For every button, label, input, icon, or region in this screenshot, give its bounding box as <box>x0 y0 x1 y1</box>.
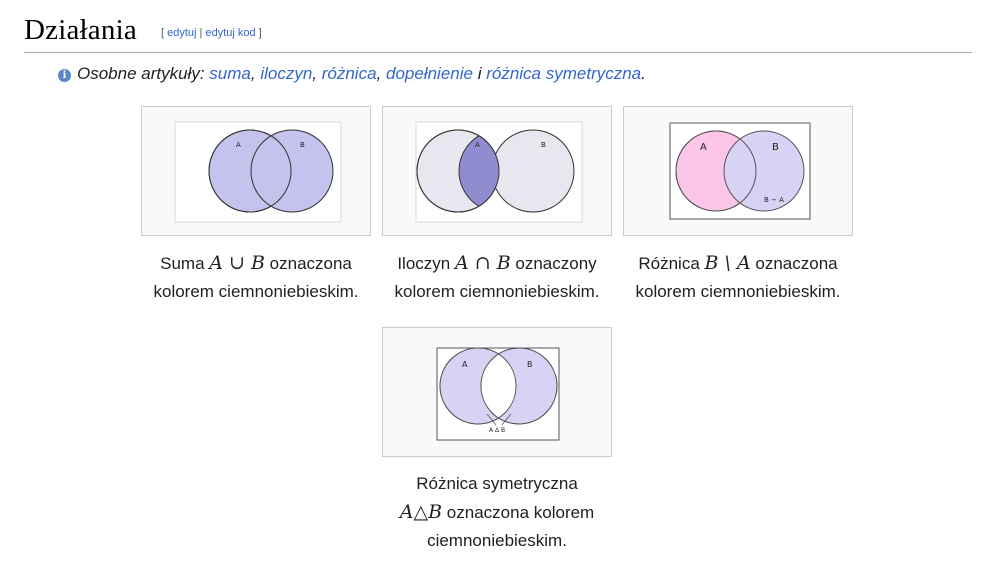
intersection-region <box>481 348 516 424</box>
label-a-delta-b: A Δ B <box>489 427 505 434</box>
section-title: Działania <box>24 14 137 46</box>
venn-diagram-iloczyn: A B <box>415 121 583 223</box>
hatnote: i Osobne artykuły: suma, iloczyn, różnica… <box>58 64 646 84</box>
circle-a-outline <box>439 347 517 425</box>
pointer-line-left <box>486 413 497 426</box>
math-difference: B \ A <box>704 252 751 274</box>
section-heading: Działania [ edytuj | edytuj kod ] <box>24 8 972 53</box>
circle-b-outline <box>480 347 558 425</box>
gallery-image-roznica-symetryczna[interactable]: A B A Δ B <box>382 327 612 457</box>
caption-iloczyn: Iloczyn A ∩ B oznaczony kolorem ciemnoni… <box>394 252 600 301</box>
label-b: B <box>527 360 533 369</box>
label-b: B <box>541 141 546 149</box>
label-a: A <box>475 141 480 149</box>
circle-b-outline <box>458 130 499 212</box>
circle-a-outline <box>675 130 757 212</box>
circle-a-outline <box>208 129 292 213</box>
link-roznica-symetryczna[interactable]: różnica symetryczna <box>486 64 642 83</box>
label-a: A <box>462 360 468 369</box>
math-intersection: A ∩ B <box>454 252 511 274</box>
gallery-image-iloczyn[interactable]: A B <box>382 106 612 236</box>
gallery-image-suma[interactable]: A B <box>141 106 371 236</box>
label-b: B <box>300 141 305 149</box>
info-icon: i <box>58 69 71 82</box>
label-a: A <box>700 142 707 153</box>
caption-suma: Suma A ∪ B oznaczona kolorem ciemnoniebi… <box>153 252 359 301</box>
venn-diagram-roznica-symetryczna: A B A Δ B <box>436 347 560 441</box>
circle-b <box>723 130 805 212</box>
edit-link[interactable]: edytuj <box>167 27 197 39</box>
math-symmetric-difference: A△B <box>399 501 443 523</box>
link-suma[interactable]: suma <box>209 64 251 83</box>
label-b: B <box>772 142 779 153</box>
pointer-line-right <box>501 413 512 426</box>
link-dopelnienie[interactable]: dopełnienie <box>386 64 473 83</box>
link-roznica[interactable]: różnica <box>321 64 377 83</box>
circle-b <box>491 129 575 213</box>
label-b-minus-a: B − A <box>764 196 784 204</box>
venn-diagram-suma: A B <box>174 121 342 223</box>
intersection-region <box>459 130 499 212</box>
label-a: A <box>236 141 241 149</box>
caption-roznica: Różnica B \ A oznaczona kolorem ciemnoni… <box>635 252 841 301</box>
edit-links: [ edytuj | edytuj kod ] <box>161 27 262 39</box>
gallery-image-roznica[interactable]: A B B − A <box>623 106 853 236</box>
circle-a-outline <box>416 129 500 213</box>
venn-diagram-roznica: A B B − A <box>669 122 811 220</box>
link-iloczyn[interactable]: iloczyn <box>260 64 313 83</box>
circle-b <box>250 129 334 213</box>
math-union: A ∪ B <box>209 252 265 274</box>
caption-roznica-symetryczna: Różnica symetryczna A△B oznaczona kolore… <box>399 474 595 550</box>
edit-code-link[interactable]: edytuj kod <box>205 27 256 39</box>
